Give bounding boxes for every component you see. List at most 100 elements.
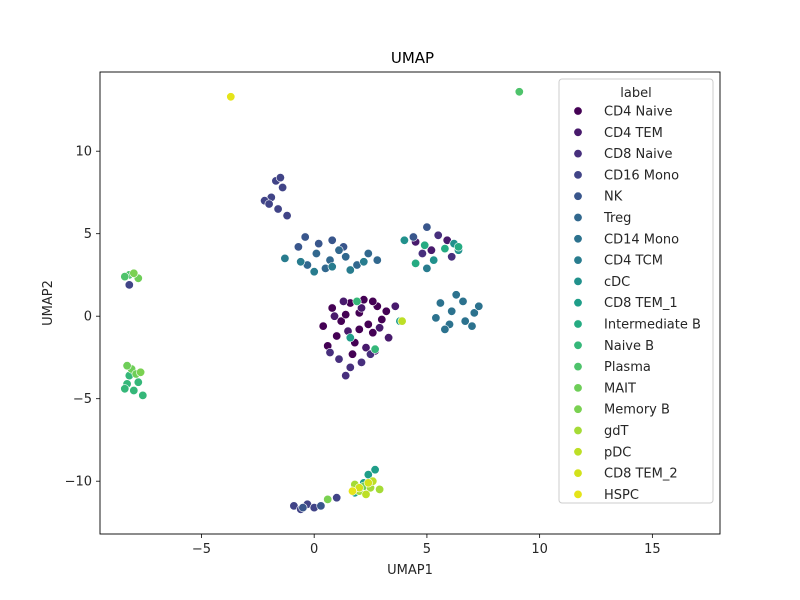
data-point — [314, 239, 324, 249]
legend-title: label — [620, 86, 651, 101]
data-point — [226, 92, 236, 102]
legend-label: Treg — [603, 211, 631, 226]
series-3 — [124, 173, 342, 514]
series-12 — [120, 87, 524, 282]
data-point — [129, 268, 139, 278]
data-point — [273, 204, 283, 214]
legend-label: CD14 Mono — [604, 232, 679, 247]
legend-label: Plasma — [604, 360, 651, 375]
legend-label: pDC — [604, 445, 631, 460]
data-point — [341, 310, 351, 320]
data-point — [467, 321, 477, 331]
legend-item: HSPC — [573, 488, 639, 503]
legend-marker — [573, 319, 583, 329]
series-11 — [120, 296, 380, 400]
data-point — [377, 314, 387, 324]
data-point — [426, 245, 436, 255]
series-14 — [129, 268, 333, 504]
series-18 — [226, 92, 357, 496]
legend-label: CD4 Naive — [604, 105, 673, 120]
data-point — [327, 235, 337, 245]
y-axis-ticks: −10 −5 0 5 10 — [65, 145, 100, 490]
data-point — [375, 323, 385, 333]
legend-item: CD8 TEM_1 — [573, 296, 678, 311]
data-point — [323, 494, 333, 504]
data-point — [122, 361, 132, 371]
legend-label: CD8 TEM_2 — [604, 467, 678, 482]
legend-label: CD16 Mono — [604, 168, 679, 183]
legend-label: CD8 Naive — [604, 147, 673, 162]
data-point — [447, 252, 457, 262]
legend-marker — [573, 340, 583, 350]
data-point — [345, 333, 355, 343]
legend-item: Naive B — [573, 339, 654, 354]
data-point — [341, 371, 351, 381]
data-point — [433, 230, 443, 240]
series-4 — [293, 222, 432, 513]
legend-marker — [573, 425, 583, 435]
data-point — [417, 249, 427, 259]
data-point — [399, 235, 409, 245]
y-tick-label: −5 — [73, 392, 92, 407]
y-tick-label: 5 — [84, 227, 92, 242]
legend-marker — [573, 255, 583, 265]
data-point — [361, 489, 371, 499]
legend-item: Intermediate B — [573, 318, 701, 333]
data-point — [460, 316, 470, 326]
x-tick-label: 10 — [531, 542, 548, 557]
data-point — [298, 503, 308, 513]
data-point — [138, 390, 148, 400]
data-point — [136, 367, 146, 377]
data-point — [370, 344, 380, 354]
data-point — [458, 296, 468, 306]
series-7 — [280, 253, 432, 277]
data-point — [278, 183, 288, 193]
data-point — [129, 385, 139, 395]
data-point — [341, 252, 351, 262]
data-point — [309, 267, 319, 277]
data-point — [356, 303, 366, 313]
data-point — [316, 501, 326, 511]
x-tick-label: 5 — [423, 542, 431, 557]
data-point — [420, 240, 430, 250]
data-point — [325, 347, 335, 357]
legend-label: Intermediate B — [604, 318, 701, 333]
data-point — [354, 324, 364, 334]
data-point — [329, 311, 339, 321]
data-point — [334, 354, 344, 364]
legend-marker — [573, 362, 583, 372]
points-layer — [120, 87, 524, 514]
series-10 — [411, 240, 463, 268]
data-point — [514, 87, 524, 97]
data-point — [368, 328, 378, 338]
legend-item: CD4 Naive — [573, 105, 673, 120]
legend-label: MAIT — [604, 381, 636, 396]
legend-item: CD4 TCM — [573, 254, 663, 269]
data-point — [368, 296, 378, 306]
y-axis-label: UMAP2 — [41, 280, 56, 326]
data-point — [453, 242, 463, 252]
x-tick-label: 0 — [310, 542, 318, 557]
chart-title: UMAP — [391, 49, 434, 67]
legend-box — [558, 78, 714, 504]
series-0 — [318, 295, 391, 359]
legend-marker — [573, 234, 583, 244]
data-point — [311, 249, 321, 259]
x-axis-label: UMAP1 — [387, 563, 433, 578]
legend-item: Plasma — [573, 360, 651, 375]
data-point — [282, 211, 292, 221]
legend-item: NK — [573, 190, 623, 205]
series-1 — [329, 235, 452, 356]
data-point — [372, 255, 382, 265]
data-point — [345, 265, 355, 275]
data-point — [359, 257, 369, 267]
legend-marker — [573, 468, 583, 478]
legend-marker — [573, 149, 583, 159]
data-point — [327, 303, 337, 313]
data-point — [338, 296, 348, 306]
legend-label: HSPC — [604, 488, 639, 503]
legend-marker — [573, 170, 583, 180]
plot-frame — [99, 71, 721, 535]
legend-label: NK — [604, 190, 623, 205]
